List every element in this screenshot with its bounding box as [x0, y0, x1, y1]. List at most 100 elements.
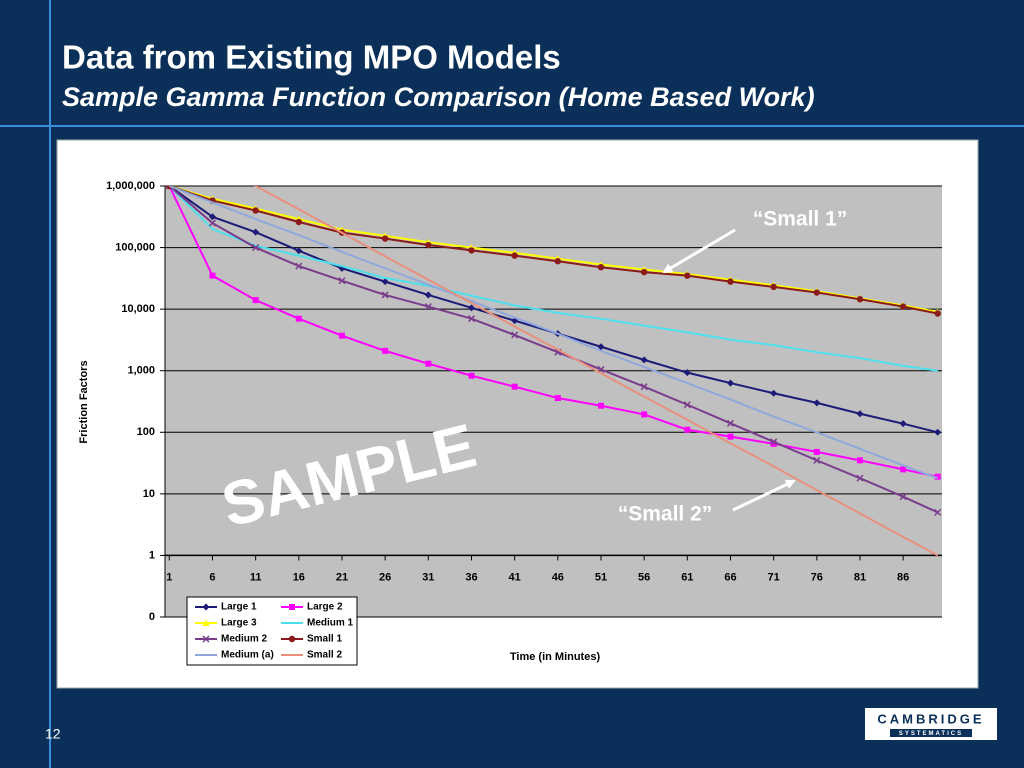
marker — [683, 369, 691, 377]
marker — [770, 440, 777, 447]
marker — [684, 272, 691, 279]
x-tick-label: 46 — [552, 571, 564, 583]
marker — [295, 247, 303, 255]
logo-tagline: SYSTEMATICS — [899, 731, 963, 737]
marker — [252, 244, 260, 252]
x-tick-label: 26 — [379, 571, 391, 583]
x-tick-label: 6 — [209, 571, 215, 583]
marker — [813, 448, 820, 455]
marker — [425, 360, 432, 367]
x-tick-label: 71 — [768, 571, 780, 583]
marker — [467, 304, 475, 312]
marker — [381, 235, 389, 242]
annotation: “Small 2” — [618, 503, 713, 526]
series-line — [253, 186, 939, 557]
x-tick-label: 86 — [897, 571, 909, 583]
marker — [899, 420, 907, 428]
legend-label: Small 1 — [307, 634, 342, 645]
legend-label: Large 3 — [221, 618, 257, 629]
marker — [726, 419, 735, 427]
x-axis-title: Time (in Minutes) — [510, 651, 601, 663]
slide-subtitle: Sample Gamma Function Comparison (Home B… — [62, 82, 815, 112]
marker — [208, 213, 216, 221]
marker — [900, 466, 907, 473]
legend-label: Medium (a) — [221, 650, 274, 661]
marker — [899, 493, 907, 501]
y-tick-label: 100,000 — [115, 241, 155, 253]
marker — [934, 428, 942, 436]
legend-marker — [202, 635, 210, 643]
marker — [856, 296, 864, 303]
marker — [382, 347, 389, 354]
marker — [856, 457, 863, 464]
marker — [683, 401, 691, 409]
marker — [295, 262, 303, 270]
x-tick-label: 66 — [724, 571, 736, 583]
marker — [727, 278, 734, 285]
marker — [468, 247, 475, 254]
marker — [899, 303, 907, 310]
marker — [511, 331, 519, 339]
marker — [511, 252, 518, 259]
marker — [813, 289, 821, 296]
marker — [641, 411, 648, 418]
y-tick-label: 1 — [149, 549, 155, 561]
marker — [208, 219, 217, 227]
marker — [252, 297, 259, 304]
legend-label: Medium 2 — [221, 634, 268, 645]
marker — [295, 315, 302, 322]
x-tick-label: 16 — [293, 571, 305, 583]
plot-lines — [165, 186, 942, 557]
marker — [338, 277, 346, 285]
annotation-arrow — [662, 228, 736, 274]
marker — [597, 402, 604, 409]
marker — [252, 207, 259, 214]
marker — [468, 372, 475, 379]
marker — [381, 291, 389, 299]
x-tick-label: 11 — [250, 571, 262, 583]
x-tick-label: 41 — [509, 571, 521, 583]
marker — [813, 399, 821, 407]
y-tick-label: 100 — [137, 426, 155, 438]
slide-title: Data from Existing MPO Models — [62, 39, 561, 76]
y-axis-title: Friction Factors — [78, 360, 90, 443]
marker — [856, 474, 864, 482]
marker — [597, 263, 605, 271]
y-tick-label: 1,000 — [127, 365, 155, 377]
legend-marker — [202, 619, 210, 626]
marker — [338, 332, 345, 339]
legend-label: Large 1 — [221, 602, 257, 613]
marker — [511, 383, 518, 390]
marker — [424, 291, 432, 299]
legend-label: Small 2 — [307, 650, 342, 661]
marker — [424, 303, 432, 311]
legend-marker — [288, 635, 296, 643]
annotation: “Small 1” — [753, 208, 848, 231]
marker — [467, 315, 476, 323]
x-tick-label: 81 — [854, 571, 866, 583]
page-number: 12 — [45, 726, 61, 742]
x-tick-label: 56 — [638, 571, 650, 583]
legend-marker — [202, 603, 210, 611]
x-tick-label: 1 — [166, 571, 172, 583]
y-tick-label: 10 — [143, 488, 155, 500]
marker — [770, 389, 778, 397]
marker — [381, 278, 389, 286]
marker — [209, 272, 216, 279]
plot-area — [165, 186, 942, 617]
marker — [770, 283, 777, 291]
marker — [726, 379, 734, 387]
legend-label: Medium 1 — [307, 618, 354, 629]
marker — [640, 356, 648, 364]
legend — [186, 596, 358, 666]
x-tick-label: 36 — [465, 571, 477, 583]
marker — [856, 410, 864, 418]
y-tick-label: 1,000,000 — [106, 180, 155, 192]
marker — [934, 310, 941, 317]
x-tick-label: 61 — [681, 571, 693, 583]
annotation-arrow — [732, 479, 796, 512]
marker — [640, 268, 648, 276]
marker — [934, 473, 941, 480]
